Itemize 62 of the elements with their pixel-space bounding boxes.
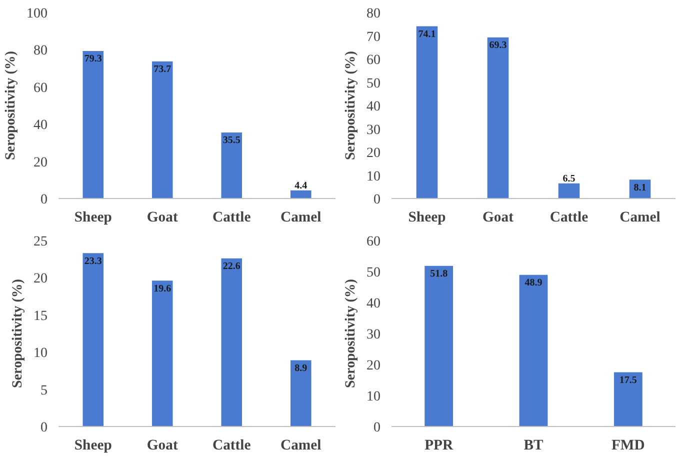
y-tick-label: 80 <box>366 6 380 22</box>
y-axis-title: Seropositivity (%) <box>10 278 26 388</box>
y-axis-title: Seropositivity (%) <box>344 50 358 160</box>
y-tick-label: 70 <box>366 30 380 45</box>
y-tick-label: 20 <box>34 155 48 170</box>
data-label: 8.1 <box>634 182 646 194</box>
y-tick-label: 30 <box>366 122 380 138</box>
data-label: 19.6 <box>154 283 172 294</box>
x-tick-label: Goat <box>146 438 178 454</box>
y-tick-label: 10 <box>366 169 380 184</box>
y-tick-label: 40 <box>366 296 380 312</box>
data-label: 17.5 <box>619 374 637 386</box>
y-tick-label: 40 <box>366 100 380 114</box>
x-tick-label: Goat <box>482 210 514 226</box>
y-tick-label: 20 <box>34 272 48 287</box>
y-tick-label: 0 <box>374 192 380 208</box>
y-tick-label: 50 <box>366 76 380 92</box>
y-tick-label: 15 <box>34 308 48 324</box>
data-label: 4.4 <box>294 180 308 192</box>
y-tick-label: 10 <box>34 346 48 362</box>
x-tick-label: FMD <box>611 438 645 454</box>
y-axis-title: Seropositivity (%) <box>4 50 18 160</box>
data-label: 6.5 <box>562 174 576 185</box>
data-label: 51.8 <box>430 268 448 280</box>
y-tick-label: 100 <box>26 6 48 22</box>
x-tick-label: Sheep <box>74 438 112 454</box>
x-tick-label: Sheep <box>408 210 446 226</box>
data-label: 69.3 <box>489 40 507 52</box>
y-tick-label: 60 <box>34 80 48 96</box>
y-tick-label: 5 <box>40 383 48 398</box>
y-tick-label: 40 <box>34 118 48 134</box>
y-tick-label: 60 <box>366 234 380 250</box>
y-tick-label: 10 <box>366 390 380 404</box>
x-tick-label: Camel <box>280 438 322 454</box>
y-tick-label: 60 <box>366 53 380 68</box>
data-label: 22.6 <box>222 261 240 272</box>
data-label: 48.9 <box>524 278 542 289</box>
y-tick-label: 25 <box>34 234 48 250</box>
x-tick-label: Sheep <box>74 210 112 226</box>
y-tick-label: 20 <box>366 358 380 374</box>
x-tick-label: Camel <box>620 210 660 226</box>
data-label: 79.3 <box>84 54 102 65</box>
y-tick-label: 20 <box>366 146 380 161</box>
y-tick-label: 0 <box>40 192 48 208</box>
data-label: 74.1 <box>418 28 436 40</box>
x-tick-label: Camel <box>280 210 322 226</box>
x-tick-label: PPR <box>424 438 454 454</box>
y-tick-label: 0 <box>40 420 48 436</box>
x-tick-label: Goat <box>146 210 178 226</box>
y-tick-label: 50 <box>366 266 380 280</box>
data-label: 23.3 <box>84 256 102 267</box>
x-tick-label: Cattle <box>212 210 252 226</box>
y-tick-label: 0 <box>374 420 380 436</box>
y-axis-title: Seropositivity (%) <box>344 278 358 388</box>
x-tick-label: Cattle <box>212 438 252 454</box>
x-tick-label: Cattle <box>550 210 589 226</box>
y-tick-label: 80 <box>34 44 48 59</box>
data-label: 8.9 <box>294 363 308 374</box>
data-label: 35.5 <box>222 135 240 146</box>
data-label: 73.7 <box>154 64 172 76</box>
y-tick-label: 30 <box>366 328 380 342</box>
x-tick-label: BT <box>524 438 544 454</box>
